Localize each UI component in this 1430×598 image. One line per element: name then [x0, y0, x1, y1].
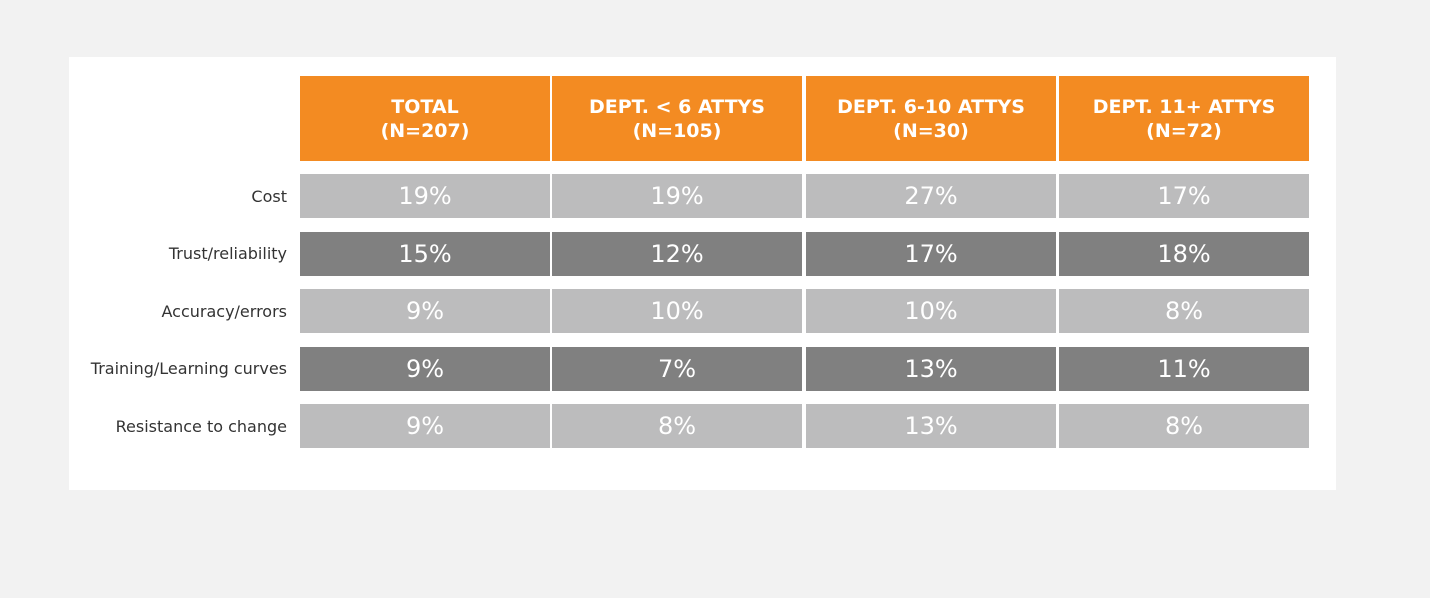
value-cell: 8%	[552, 404, 802, 448]
column-header-title: DEPT. 6-10 ATTYS	[837, 95, 1025, 118]
value-cell: 9%	[300, 404, 550, 448]
row-label: Accuracy/errors	[161, 301, 287, 321]
value-cell: 8%	[1059, 404, 1309, 448]
value-cell: 10%	[552, 289, 802, 333]
column-header-count: (N=30)	[893, 119, 969, 142]
value-cell: 10%	[806, 289, 1056, 333]
column-header: TOTAL (N=207)	[300, 76, 550, 161]
value-cell: 11%	[1059, 346, 1309, 391]
value-cell: 15%	[300, 231, 550, 276]
column-header-count: (N=72)	[1146, 119, 1222, 142]
column-header: DEPT. < 6 ATTYS (N=105)	[552, 76, 802, 161]
row-label: Resistance to change	[115, 416, 287, 436]
value-cell: 9%	[300, 346, 550, 391]
column-header-title: DEPT. 11+ ATTYS	[1092, 95, 1276, 118]
value-cell: 9%	[300, 289, 550, 333]
value-cell: 27%	[806, 174, 1056, 218]
value-cell: 17%	[1059, 174, 1309, 218]
column-header-title: DEPT. < 6 ATTYS	[589, 95, 765, 118]
value-cell: 13%	[806, 404, 1056, 448]
column-header-title: TOTAL	[391, 95, 459, 118]
value-cell: 12%	[552, 231, 802, 276]
data-table: TOTAL (N=207) DEPT. < 6 ATTYS (N=105) DEPT. …	[69, 57, 1336, 490]
row-label: Training/Learning curves	[90, 359, 287, 378]
value-cell: 19%	[552, 174, 802, 218]
value-cell: 8%	[1059, 289, 1309, 333]
value-cell: 19%	[300, 174, 550, 218]
column-header-count: (N=207)	[380, 119, 470, 142]
row-label: Cost	[251, 186, 287, 206]
value-cell: 18%	[1059, 231, 1309, 276]
value-cell: 7%	[552, 346, 802, 391]
column-header-count: (N=105)	[632, 119, 722, 142]
table-card: TOTAL (N=207) DEPT. < 6 ATTYS (N=105) DEPT. …	[69, 57, 1336, 490]
column-header: DEPT. 11+ ATTYS (N=72)	[1059, 76, 1309, 161]
column-header: DEPT. 6-10 ATTYS (N=30)	[806, 76, 1056, 161]
row-label: Trust/reliability	[168, 244, 287, 263]
value-cell: 17%	[806, 231, 1056, 276]
value-cell: 13%	[806, 346, 1056, 391]
